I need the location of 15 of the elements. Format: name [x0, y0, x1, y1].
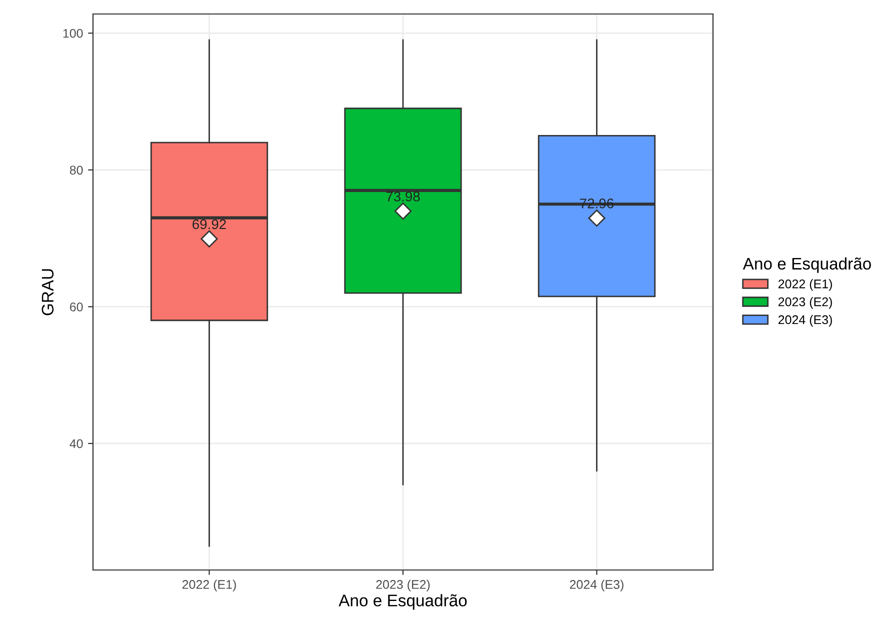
legend-label: 2023 (E2): [778, 297, 832, 309]
y-tick-label: 100: [63, 28, 83, 38]
legend-label: 2024 (E3): [778, 314, 832, 327]
y-tick-label: 60: [70, 302, 83, 312]
legend-label: 2022 (E1): [778, 279, 832, 291]
y-tick-label: 80: [70, 166, 83, 175]
x-tick-label: 2022 (E1): [182, 580, 236, 592]
legend-title: Ano e Esquadrão: [742, 257, 871, 273]
x-tick-label: 2024 (E3): [570, 580, 624, 592]
y-axis-title: GRAU: [42, 269, 54, 316]
x-tick-label: 2023 (E2): [376, 580, 430, 592]
annotation: 69.92: [192, 219, 226, 230]
y-tick-label: 40: [70, 439, 83, 448]
annotation: 73.98: [386, 192, 420, 202]
x-axis-title: Ano e Esquadrão: [338, 594, 467, 610]
